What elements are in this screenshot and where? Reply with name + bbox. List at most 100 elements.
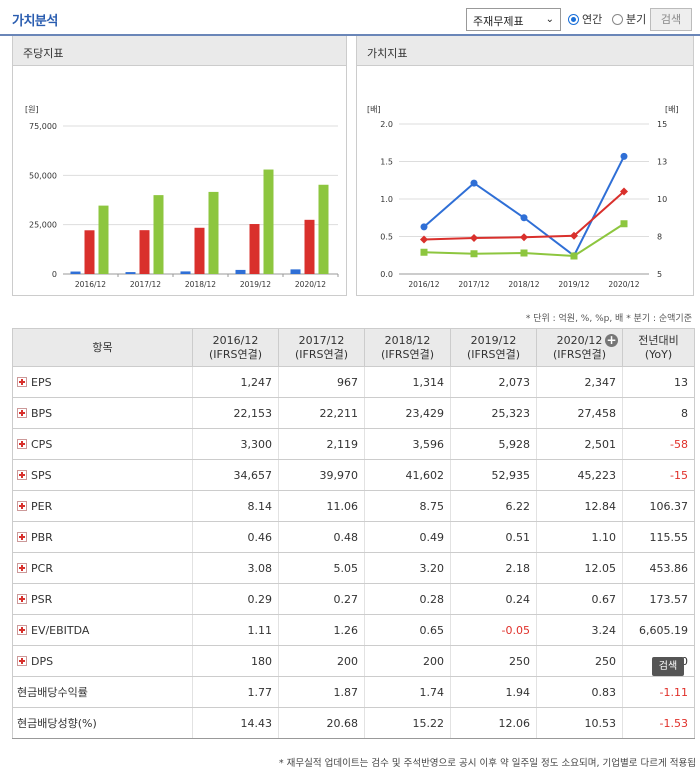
point-psr <box>620 220 628 228</box>
radio-quarter[interactable]: 분기 <box>612 11 646 27</box>
value-cell: 2,073 <box>450 366 537 398</box>
value-cell: 2,347 <box>536 366 623 398</box>
expand-plus-icon[interactable] <box>17 407 27 418</box>
row-label-cell[interactable]: PER <box>12 490 193 522</box>
point-pbr <box>620 187 628 196</box>
row-label: PSR <box>31 592 53 606</box>
point-psr <box>570 252 578 260</box>
row-label-cell[interactable]: EPS <box>12 366 193 398</box>
point-psr <box>420 248 428 256</box>
row-label-cell: 현금배당수익률 <box>12 676 193 708</box>
row-label: 현금배당성향(%) <box>17 717 97 730</box>
value-cell: 1,314 <box>364 366 451 398</box>
yoy-cell: 6,605.19 <box>622 614 695 646</box>
value-cell: 0.48 <box>278 521 365 553</box>
value-cell: 0.67 <box>536 583 623 615</box>
bar-sps <box>208 191 219 274</box>
table-row: EV/EBITDA 1.11 1.26 0.65 -0.05 3.24 6,605.19 <box>12 614 695 646</box>
bar-bps <box>249 224 260 274</box>
row-label-cell[interactable]: DPS <box>12 645 193 677</box>
y-tick-label: 0 <box>52 270 57 279</box>
value-cell: 250 <box>536 645 623 677</box>
value-cell: 1.26 <box>278 614 365 646</box>
row-label: CPS <box>31 437 53 451</box>
value-cell: 45,223 <box>536 459 623 491</box>
row-label-cell[interactable]: CPS <box>12 428 193 460</box>
radio-annual-label: 연간 <box>582 13 603 26</box>
table-row: 현금배당성향(%) 14.43 20.68 15.22 12.06 10.53 -1.53 <box>12 707 695 739</box>
header-col-0: 2016/12 (IFRS연결) <box>192 328 279 367</box>
header-col-3: 2019/12 (IFRS연결) <box>450 328 537 367</box>
row-label-cell[interactable]: PCR <box>12 552 193 584</box>
expand-plus-icon[interactable] <box>17 593 27 604</box>
header-sub: (IFRS연결) <box>208 347 263 361</box>
radio-annual[interactable]: 연간 <box>568 11 602 27</box>
valuation-line-chart: [배] [배] 0.0 5 0.5 8 1.0 10 1.5 13 2.0 15 2016/12 2017… <box>367 105 679 321</box>
x-tick-label: 2017/12 <box>458 280 489 289</box>
y-right-unit-label: [배] <box>665 105 679 114</box>
footnote: * 재무실적 업데이트는 검수 및 주석반영으로 공시 이후 약 일주일 정도 … <box>278 758 696 769</box>
point-per <box>420 223 428 231</box>
point-per <box>620 152 628 160</box>
value-cell: 967 <box>278 366 365 398</box>
point-pbr <box>520 233 528 242</box>
value-cell: 0.29 <box>192 583 279 615</box>
table-row: PER 8.14 11.06 8.75 6.22 12.84 106.37 <box>12 490 695 522</box>
value-cell: 3.20 <box>364 552 451 584</box>
expand-plus-icon[interactable] <box>17 655 27 666</box>
row-label-cell[interactable]: EV/EBITDA <box>12 614 193 646</box>
expand-plus-icon[interactable] <box>17 531 27 542</box>
row-label: DPS <box>31 654 54 668</box>
value-cell: 8.14 <box>192 490 279 522</box>
value-cell: 2.18 <box>450 552 537 584</box>
row-label-cell[interactable]: PBR <box>12 521 193 553</box>
row-label-cell[interactable]: PSR <box>12 583 193 615</box>
x-tick-label: 2016/12 <box>408 280 439 289</box>
add-column-icon[interactable]: + <box>605 333 618 347</box>
value-cell: 2,119 <box>278 428 365 460</box>
bar-bps <box>139 230 150 274</box>
per-share-panel-title: 주당지표 <box>13 36 346 66</box>
value-cell: 180 <box>192 645 279 677</box>
row-label: EV/EBITDA <box>31 623 90 637</box>
bar-sps <box>263 169 274 274</box>
header-sub: (IFRS연결) <box>466 347 521 361</box>
header-year: 2020/12 <box>556 333 603 347</box>
x-tick-label: 2020/12 <box>295 280 326 289</box>
bar-eps <box>125 272 136 274</box>
value-cell: 0.24 <box>450 583 537 615</box>
value-cell: 14.43 <box>192 707 279 739</box>
value-cell: 10.53 <box>536 707 623 739</box>
value-cell: 0.46 <box>192 521 279 553</box>
header-yoy-sub: (YoY) <box>644 347 673 361</box>
value-cell: 25,323 <box>450 397 537 429</box>
row-label: PBR <box>31 530 53 544</box>
expand-plus-icon[interactable] <box>17 469 27 480</box>
y-left-tick-label: 0.0 <box>380 270 393 279</box>
yoy-cell: -1.53 <box>622 707 695 739</box>
table-row: PBR 0.46 0.48 0.49 0.51 1.10 115.55 <box>12 521 695 553</box>
value-cell: 8.75 <box>364 490 451 522</box>
expand-plus-icon[interactable] <box>17 376 27 387</box>
point-pbr <box>420 235 428 244</box>
bar-bps <box>194 227 205 274</box>
table-row: SPS 34,657 39,970 41,602 52,935 45,223 -15 <box>12 459 695 491</box>
row-label-cell[interactable]: SPS <box>12 459 193 491</box>
value-cell: 23,429 <box>364 397 451 429</box>
header-sub: (IFRS연결) <box>552 347 607 361</box>
header-yoy: 전년대비 (YoY) <box>622 328 695 367</box>
row-label-cell[interactable]: BPS <box>12 397 193 429</box>
row-label: BPS <box>31 406 53 420</box>
y-right-tick-label: 8 <box>657 233 662 242</box>
statement-select[interactable]: 주재무제표 ⌄ <box>466 8 561 31</box>
radio-selected-icon <box>568 13 579 25</box>
expand-plus-icon[interactable] <box>17 624 27 635</box>
search-button[interactable]: 검색 <box>650 8 692 31</box>
point-per <box>520 214 528 222</box>
yoy-cell: 115.55 <box>622 521 695 553</box>
expand-plus-icon[interactable] <box>17 500 27 511</box>
expand-plus-icon[interactable] <box>17 562 27 573</box>
value-cell: 200 <box>364 645 451 677</box>
expand-plus-icon[interactable] <box>17 438 27 449</box>
header-item: 항목 <box>12 328 193 367</box>
